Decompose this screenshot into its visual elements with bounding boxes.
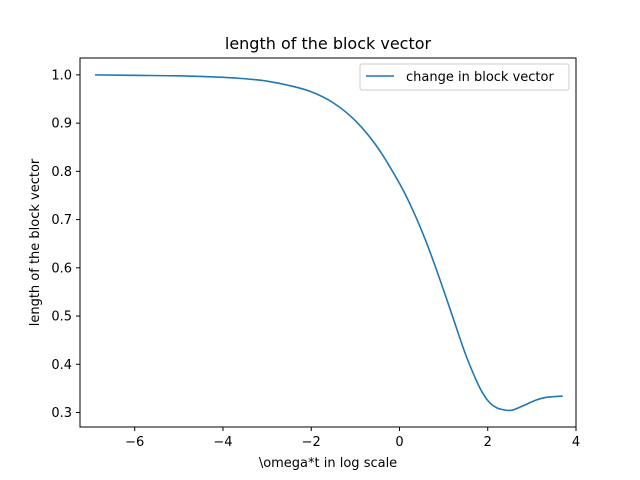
plot-frame — [79, 57, 577, 428]
x-axis-ticks: −6 −4 −2 0 2 4 — [125, 427, 580, 450]
y-tick-label: 0.9 — [51, 117, 72, 132]
y-axis-ticks: 0.3 0.4 0.5 0.6 0.7 0.8 0.9 1.0 — [51, 68, 80, 421]
y-tick-label: 0.7 — [51, 213, 72, 228]
y-tick-label: 0.8 — [51, 165, 72, 180]
x-tick-label: −2 — [302, 435, 321, 450]
series-line — [94, 74, 563, 412]
chart-title: length of the block vector — [225, 34, 432, 53]
x-tick-label: −6 — [125, 435, 144, 450]
y-tick-label: 1.0 — [51, 68, 72, 83]
y-tick-label: 0.4 — [51, 358, 72, 373]
x-tick-label: −4 — [213, 435, 232, 450]
x-tick-label: 0 — [395, 435, 403, 450]
x-tick-label: 2 — [484, 435, 492, 450]
legend: change in block vector — [359, 63, 570, 91]
y-tick-label: 0.3 — [51, 406, 72, 421]
legend-box — [359, 63, 570, 91]
x-axis-title: \omega*t in log scale — [259, 456, 397, 471]
y-tick-label: 0.6 — [51, 261, 72, 276]
legend-label: change in block vector — [406, 70, 554, 85]
plot-area — [80, 58, 576, 427]
y-tick-label: 0.5 — [51, 310, 72, 325]
y-axis-title: length of the block vector — [28, 158, 43, 326]
x-tick-label: 4 — [572, 435, 580, 450]
